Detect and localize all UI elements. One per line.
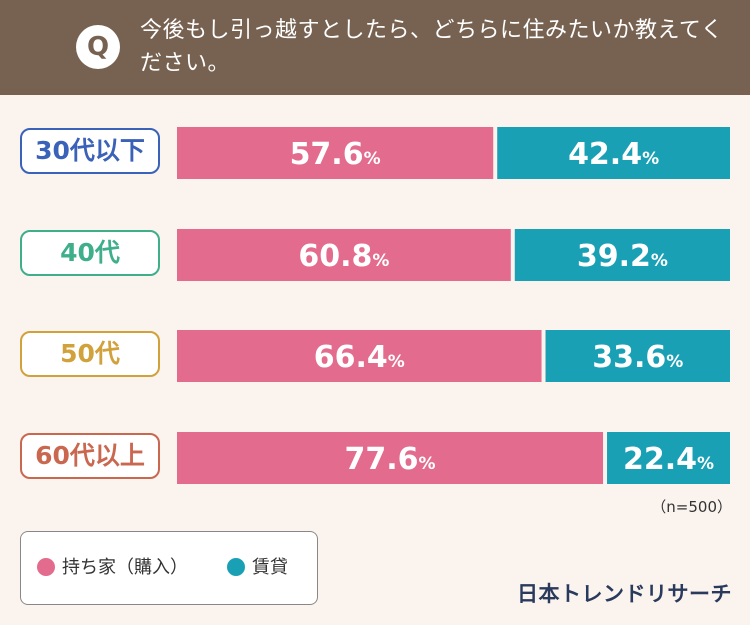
bar-rent-3 — [607, 432, 730, 484]
row-label-under-30s: 30代以下 — [20, 128, 160, 174]
row-label-40s: 40代 — [20, 230, 160, 276]
bar-label-own-1: 60.8% — [298, 239, 389, 274]
brand-logo-text: 日本トレンドリサーチ — [517, 582, 732, 606]
legend-label-rent: 賃貸 — [252, 557, 288, 578]
bar-label-own-3: 77.6% — [344, 442, 435, 477]
row-label-50s: 50代 — [20, 331, 160, 377]
sample-size-note: （n=500） — [651, 498, 732, 516]
bar-label-rent-2: 33.6% — [592, 340, 683, 375]
question-badge: Q — [76, 25, 120, 69]
bar-own-1 — [177, 229, 511, 281]
bar-rent-0 — [497, 127, 730, 179]
header-banner: Q 今後もし引っ越すとしたら、どちらに住みたいか教えてください。 — [0, 0, 750, 95]
bar-label-rent-1: 39.2% — [577, 239, 668, 274]
legend-item-own: 持ち家（購入） — [37, 556, 188, 580]
bar-own-3 — [177, 432, 604, 484]
bar-label-rent-3: 22.4% — [623, 442, 714, 477]
bar-own-0 — [177, 127, 494, 179]
legend-item-rent: 賃貸 — [227, 556, 288, 580]
legend-swatch-rent — [227, 558, 245, 576]
question-text: 今後もし引っ越すとしたら、どちらに住みたいか教えてください。 — [140, 18, 724, 76]
bar-label-rent-0: 42.4% — [568, 137, 659, 172]
bar-rent-1 — [514, 229, 730, 281]
legend-label-own: 持ち家（購入） — [62, 557, 188, 578]
bar-label-own-2: 66.4% — [314, 340, 405, 375]
row-label-60s-and-over: 60代以上 — [20, 433, 160, 479]
bar-own-2 — [177, 330, 542, 382]
legend: 持ち家（購入） 賃貸 — [20, 531, 318, 605]
bar-rent-2 — [545, 330, 730, 382]
bar-label-own-0: 57.6% — [290, 137, 381, 172]
legend-swatch-own — [37, 558, 55, 576]
